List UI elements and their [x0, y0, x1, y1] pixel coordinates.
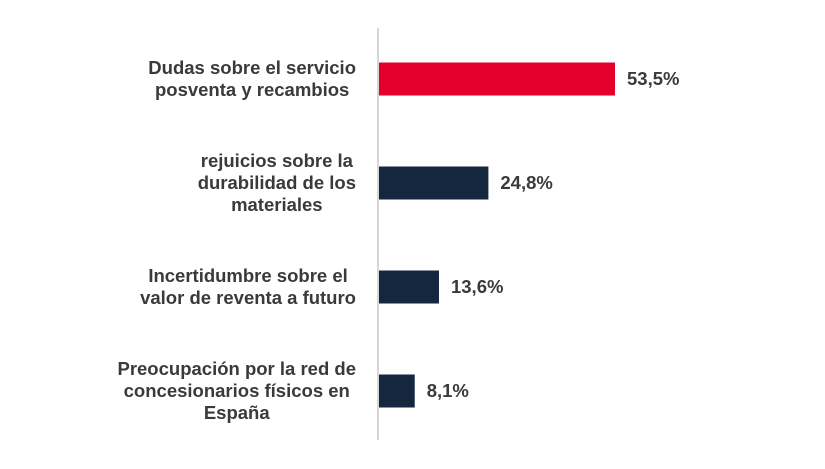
bars-group	[379, 62, 615, 408]
value-label-1: 24,8%	[500, 172, 552, 193]
category-label-0: Dudas sobre el servicio posventa y recamb…	[148, 57, 356, 100]
category-label-line: España	[204, 402, 271, 423]
value-label-2: 13,6%	[451, 276, 503, 297]
category-label-1: rejuicios sobre la durabilidad de los mate…	[198, 150, 356, 215]
category-label-line: valor de reventa a futuro	[140, 287, 356, 308]
category-label-line: posventa y recambios	[155, 79, 349, 100]
category-label-line: materiales	[231, 194, 323, 215]
category-label-line: concesionarios físicos en	[124, 380, 350, 401]
category-label-3: Preocupación por la red de concesionarios…	[117, 358, 356, 423]
bar-3	[379, 374, 415, 408]
bar-1	[379, 166, 489, 200]
bar-0	[379, 62, 615, 96]
category-label-line: Incertidumbre sobre el	[148, 265, 347, 286]
category-label-2: Incertidumbre sobre el valor de reventa a…	[140, 265, 356, 308]
category-labels-group: Dudas sobre el servicio posventa y recamb…	[117, 57, 356, 423]
category-label-line: Dudas sobre el servicio	[148, 57, 356, 78]
value-labels-group: 53,5% 24,8% 13,6% 8,1%	[427, 68, 680, 401]
bar-2	[379, 270, 439, 304]
value-label-0: 53,5%	[627, 68, 679, 89]
category-label-line: Preocupación por la red de	[117, 358, 356, 379]
category-label-line: rejuicios sobre la	[201, 150, 354, 171]
value-label-3: 8,1%	[427, 380, 469, 401]
category-label-line: durabilidad de los	[198, 172, 356, 193]
